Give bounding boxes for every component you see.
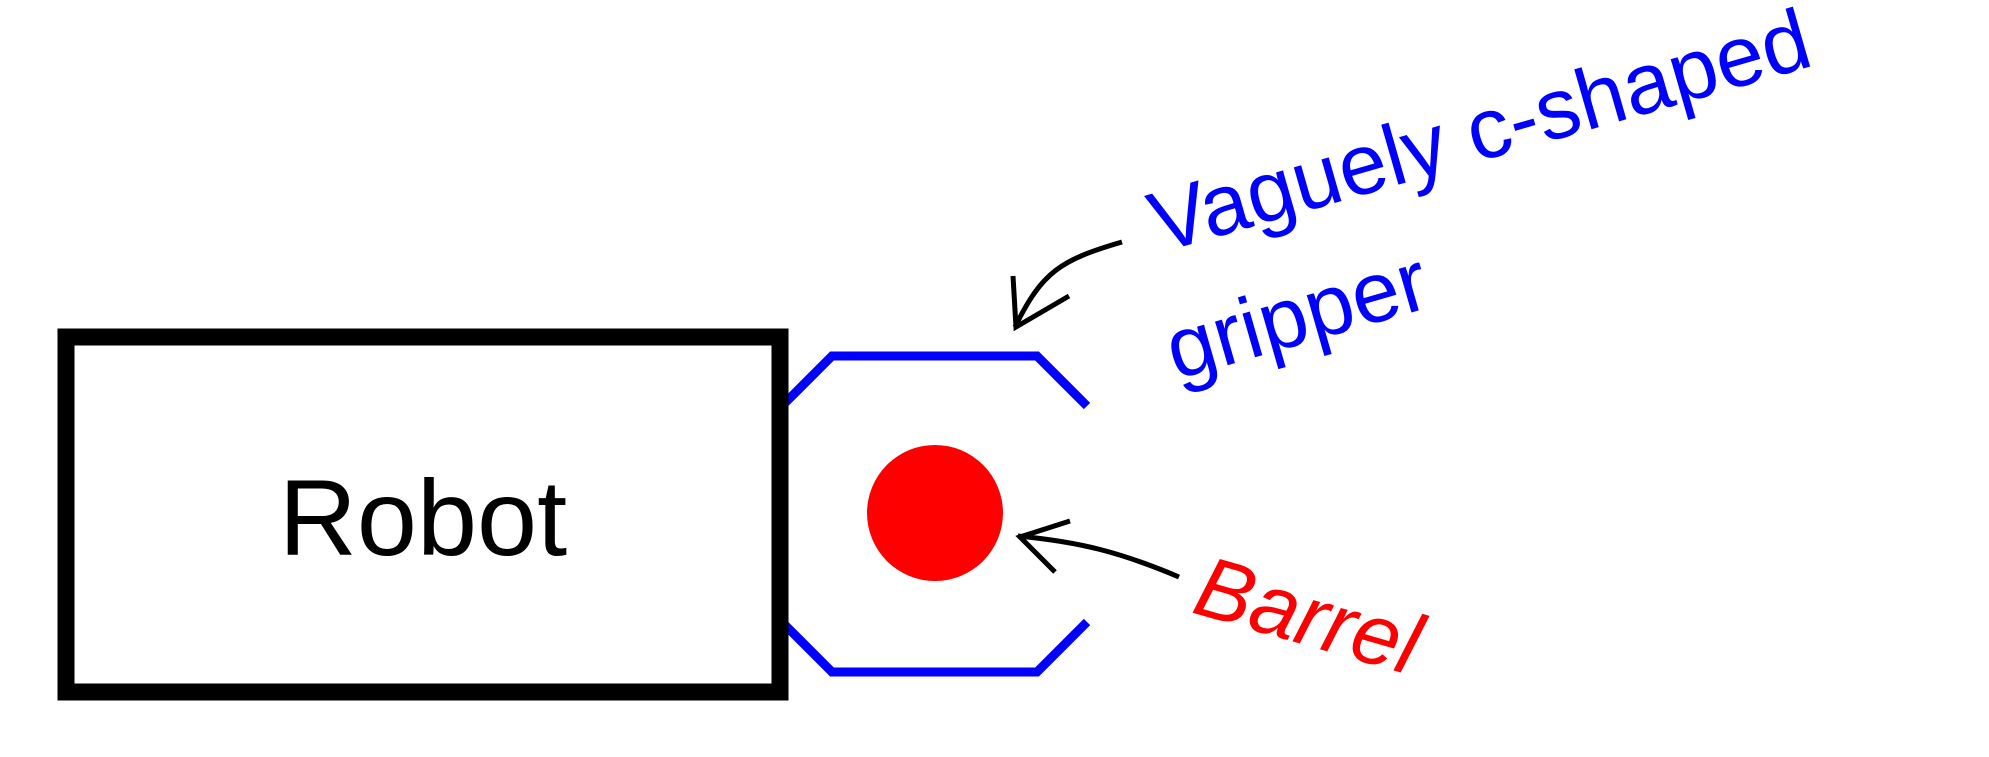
gripper-arrow-shaft	[1012, 239, 1123, 329]
barrel-arrow-head	[1015, 518, 1071, 574]
robot-block: Robot	[57, 328, 789, 701]
gripper-arrow	[1010, 239, 1123, 332]
gripper-label: Vaguely c-shaped	[1139, 0, 1821, 271]
barrel-arrow-shaft	[1017, 533, 1180, 580]
gripper-shape	[776, 351, 1091, 677]
barrel-arrow	[1015, 518, 1180, 580]
gripper-label-line1: Vaguely c-shaped	[1139, 0, 1821, 271]
barrel-circle	[867, 445, 1003, 581]
robot-box	[57, 328, 789, 701]
gripper-upper-jaw	[776, 351, 1091, 412]
barrel-label: Barrel	[1185, 538, 1435, 694]
gripper-arrow-head	[1010, 275, 1071, 332]
barrel-label-group: Barrel	[1185, 538, 1435, 694]
gripper-lower-jaw	[776, 616, 1091, 677]
robot-label: Robot	[279, 457, 567, 578]
